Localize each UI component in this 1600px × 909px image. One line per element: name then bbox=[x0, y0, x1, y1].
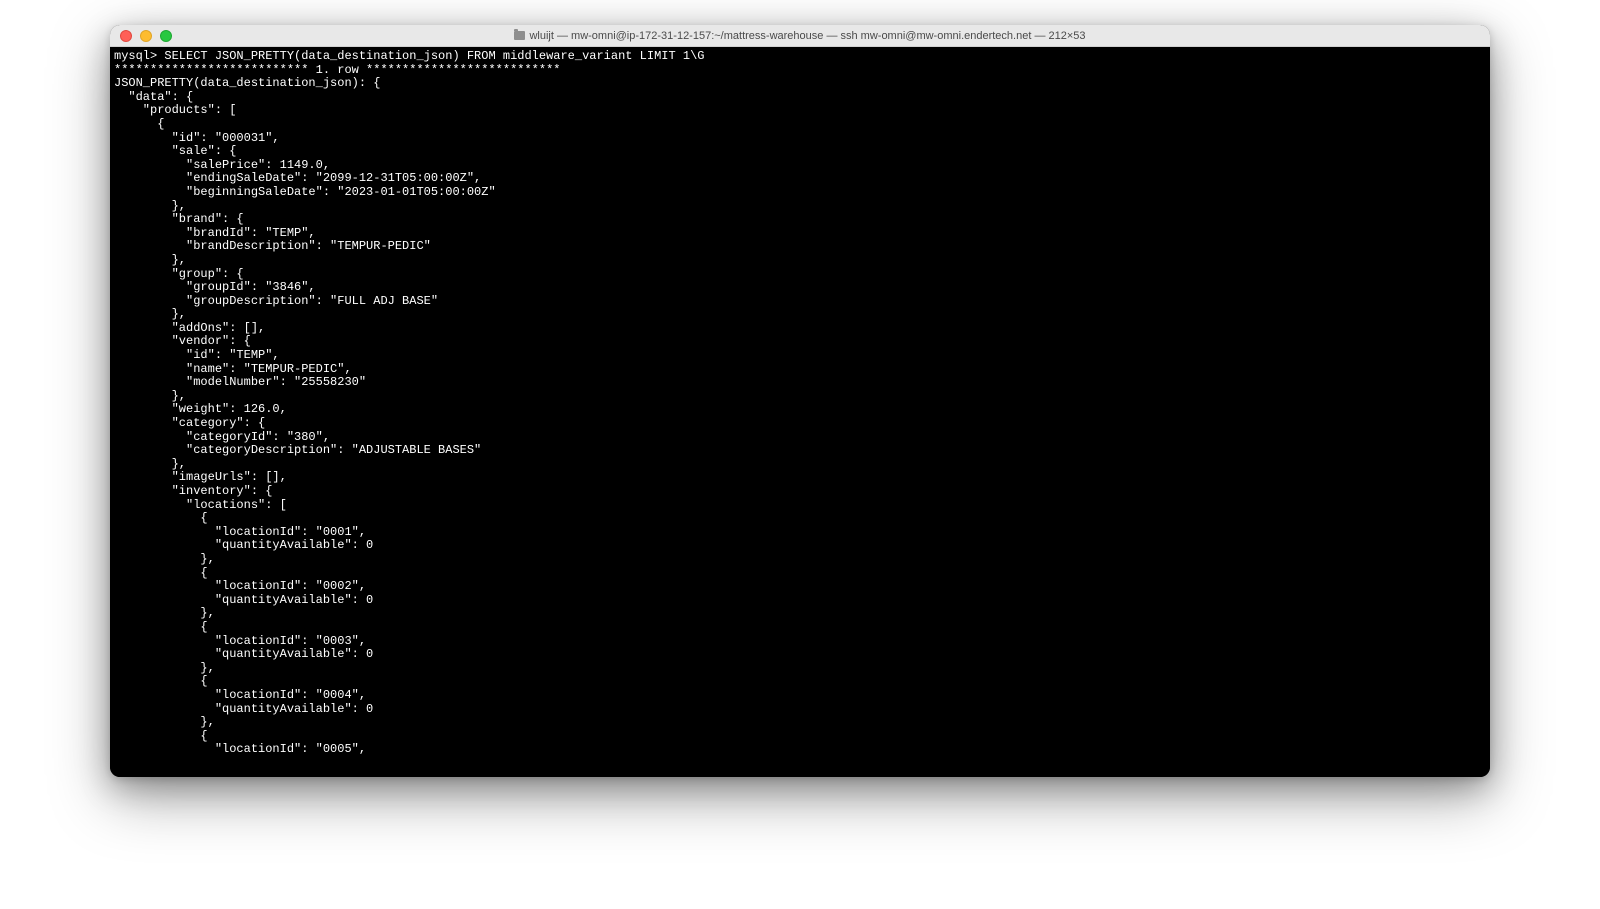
window-title-text: wluijt — mw-omni@ip-172-31-12-157:~/matt… bbox=[529, 30, 1085, 42]
maximize-button[interactable] bbox=[160, 30, 172, 42]
terminal-window: wluijt — mw-omni@ip-172-31-12-157:~/matt… bbox=[110, 25, 1490, 777]
window-title: wluijt — mw-omni@ip-172-31-12-157:~/matt… bbox=[110, 30, 1490, 42]
minimize-button[interactable] bbox=[140, 30, 152, 42]
traffic-lights bbox=[120, 30, 172, 42]
terminal-output[interactable]: mysql> SELECT JSON_PRETTY(data_destinati… bbox=[110, 47, 1490, 777]
close-button[interactable] bbox=[120, 30, 132, 42]
window-titlebar[interactable]: wluijt — mw-omni@ip-172-31-12-157:~/matt… bbox=[110, 25, 1490, 47]
folder-icon bbox=[514, 31, 525, 40]
